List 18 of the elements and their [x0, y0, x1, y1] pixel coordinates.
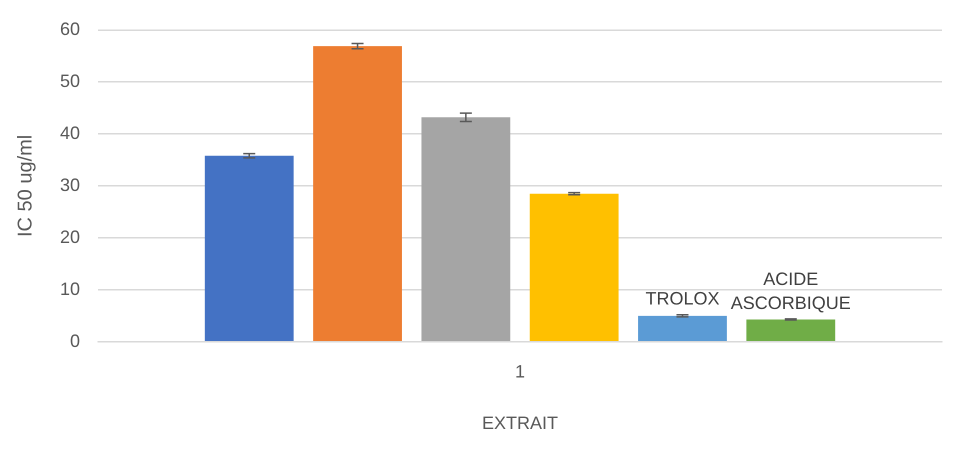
- series-label: TROLOX: [645, 288, 720, 309]
- bar: [204, 156, 294, 342]
- bar: [638, 316, 727, 342]
- x-axis-title: EXTRAIT: [482, 413, 558, 434]
- bar: [313, 46, 402, 342]
- series-label: ACIDE ASCORBIQUE: [730, 268, 851, 313]
- bar: [421, 117, 510, 342]
- y-tick-label: 20: [60, 226, 80, 247]
- y-tick-label: 40: [60, 122, 80, 143]
- y-tick-label: 0: [70, 330, 80, 351]
- y-tick-label: 30: [60, 174, 80, 195]
- x-tick-label: 1: [515, 362, 526, 382]
- bar: [746, 319, 836, 342]
- bar: [530, 194, 619, 342]
- y-tick-label: 60: [60, 18, 80, 39]
- y-tick-label: 50: [60, 70, 80, 91]
- y-axis-title: IC 50 ug/ml: [14, 134, 37, 238]
- y-tick-label: 10: [60, 278, 80, 299]
